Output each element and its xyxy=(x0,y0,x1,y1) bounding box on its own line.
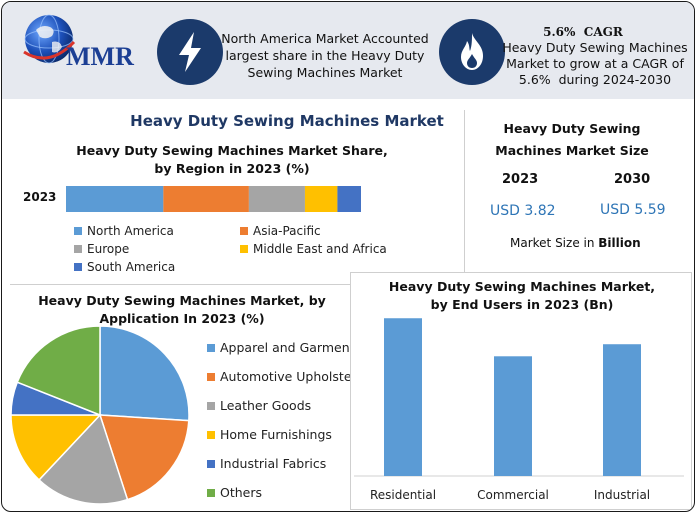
region-category-label: 2023 xyxy=(23,190,57,204)
legend-swatch xyxy=(207,431,215,439)
region-legend-item: North America xyxy=(74,224,174,238)
pie-slice-apparel-and-garments xyxy=(99,325,190,422)
market-size-year-2023: 2023 xyxy=(502,172,539,187)
cagr-label: 5.6% CAGR xyxy=(543,25,623,39)
legend-swatch xyxy=(207,344,215,352)
end-user-bar-industrial xyxy=(603,344,641,476)
globe-icon xyxy=(23,14,76,64)
legend-swatch xyxy=(207,460,215,468)
legend-label: Apparel and Garments xyxy=(220,340,362,355)
section-divider xyxy=(10,284,350,285)
application-legend-item: Automotive Upholstery xyxy=(207,369,364,384)
legend-label: Leather Goods xyxy=(220,398,312,413)
application-legend-item: Others xyxy=(207,485,262,500)
flame-icon xyxy=(461,33,483,70)
x-tick-label: Commercial xyxy=(477,488,549,502)
region-title-line: by Region in 2023 (%) xyxy=(154,161,310,176)
end-user-chart-title: Heavy Duty Sewing Machines Market, by En… xyxy=(362,278,682,314)
legend-label: Asia-Pacific xyxy=(253,224,321,238)
info1-icon-circle xyxy=(157,19,223,85)
region-stacked-bar xyxy=(66,186,361,212)
region-bar-segment-north-america xyxy=(66,186,164,212)
logo-text: MMR xyxy=(66,42,134,71)
legend-swatch xyxy=(74,263,82,271)
info2-line: Heavy Duty Sewing Machines xyxy=(502,40,688,55)
region-bar-segment-europe xyxy=(248,186,305,212)
info1-line: North America Market Accounted xyxy=(221,31,429,46)
end-user-title-line: by End Users in 2023 (Bn) xyxy=(430,297,614,312)
end-user-bar-commercial xyxy=(494,356,532,476)
end-user-title-line: Heavy Duty Sewing Machines Market, xyxy=(388,279,656,294)
application-title-line: Application In 2023 (%) xyxy=(99,311,265,326)
application-legend-item: Home Furnishings xyxy=(207,427,332,442)
legend-label: Home Furnishings xyxy=(220,427,332,442)
info2-line: Market to grow at a CAGR of xyxy=(506,56,684,71)
market-size-note-unit: Billion xyxy=(598,236,641,250)
legend-swatch xyxy=(74,227,82,235)
region-legend-item: Asia-Pacific xyxy=(240,224,321,238)
legend-label: Middle East and Africa xyxy=(253,242,387,256)
region-legend-item: Europe xyxy=(74,242,129,256)
market-size-note: Market Size in Billion xyxy=(510,236,641,250)
lightning-icon xyxy=(179,32,201,72)
market-size-title-line: Heavy Duty Sewing xyxy=(503,121,641,136)
pie-slice-leather-goods xyxy=(38,413,129,505)
market-size-note-prefix: Market Size in xyxy=(510,236,599,250)
x-tick-label: Residential xyxy=(369,488,437,502)
region-title-line: Heavy Duty Sewing Machines Market Share, xyxy=(76,143,388,158)
end-user-bar-chart xyxy=(354,318,684,477)
legend-swatch xyxy=(207,373,215,381)
application-title-line: Heavy Duty Sewing Machines Market, by xyxy=(38,293,326,308)
logo: MMR xyxy=(18,12,148,92)
legend-swatch xyxy=(207,402,215,410)
application-pie-chart xyxy=(10,325,190,505)
main-title: Heavy Duty Sewing Machines Market xyxy=(130,112,444,130)
header-band: MMR North America Market Accounted large… xyxy=(2,2,694,99)
market-size-title: Heavy Duty Sewing Machines Market Size xyxy=(472,120,672,160)
end-user-bar-residential xyxy=(384,318,422,476)
application-chart-title: Heavy Duty Sewing Machines Market, by Ap… xyxy=(22,292,342,328)
market-size-value-2023: USD 3.82 xyxy=(490,203,556,219)
legend-label: Automotive Upholstery xyxy=(220,369,365,384)
legend-label: North America xyxy=(87,224,174,238)
legend-swatch xyxy=(207,489,215,497)
market-size-title-line: Machines Market Size xyxy=(495,143,649,158)
x-tick-label: Industrial xyxy=(593,488,651,502)
pie-slice-others xyxy=(16,325,101,417)
legend-swatch xyxy=(240,227,248,235)
application-legend-item: Leather Goods xyxy=(207,398,311,413)
info1-line: Sewing Machines Market xyxy=(247,65,403,80)
region-legend-item: South America xyxy=(74,260,175,274)
region-bar-segment-middle-east-and-africa xyxy=(304,186,338,212)
right-column-divider xyxy=(464,110,465,280)
legend-label: Europe xyxy=(87,242,130,256)
region-bar-segment-south-america xyxy=(337,186,361,212)
info1-line: largest share in the Heavy Duty xyxy=(225,48,425,63)
region-bar-segment-asia-pacific xyxy=(163,186,249,212)
pie-slice-home-furnishings xyxy=(10,414,102,481)
market-size-year-2030: 2030 xyxy=(614,172,651,187)
legend-label: Others xyxy=(220,485,263,500)
info1-text: North America Market Accounted largest s… xyxy=(214,30,436,81)
region-legend-item: Middle East and Africa xyxy=(240,242,387,256)
info2-line: 5.6% during 2024-2030 xyxy=(518,72,672,87)
legend-label: South America xyxy=(87,260,176,274)
info2-icon-circle xyxy=(439,19,505,85)
legend-swatch xyxy=(240,245,248,253)
application-legend-item: Apparel and Garments xyxy=(207,340,361,355)
application-legend-item: Industrial Fabrics xyxy=(207,456,326,471)
info2-text: 5.6% CAGR Heavy Duty Sewing Machines Mar… xyxy=(502,24,688,88)
pie-slice-automotive-upholstery xyxy=(98,414,190,501)
legend-swatch xyxy=(74,245,82,253)
market-size-value-2030: USD 5.59 xyxy=(600,202,666,218)
region-chart-title: Heavy Duty Sewing Machines Market Share,… xyxy=(42,142,422,178)
legend-label: Industrial Fabrics xyxy=(220,456,327,471)
